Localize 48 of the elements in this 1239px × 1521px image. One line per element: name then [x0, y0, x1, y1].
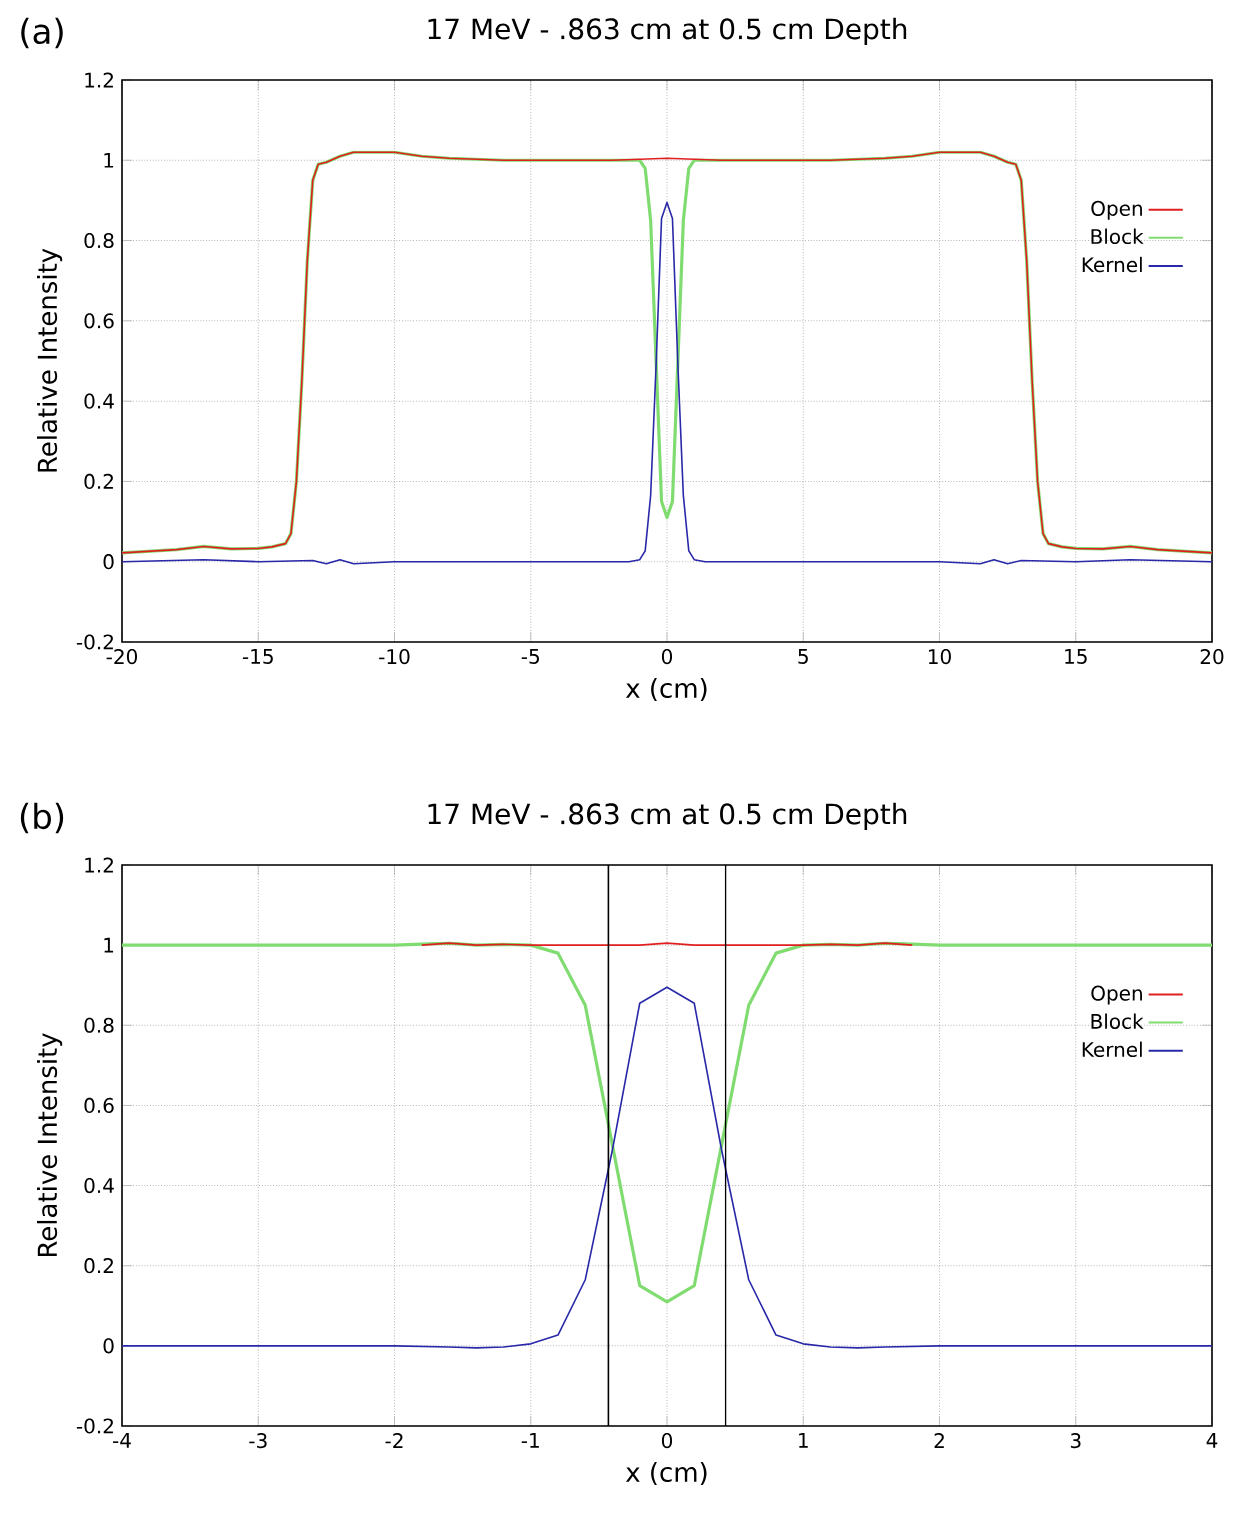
- x-axis-title: x (cm): [625, 1461, 707, 1486]
- x-tick-label: -20: [106, 649, 138, 665]
- x-tick-label: -5: [521, 649, 539, 664]
- chart-title: 17 MeV - .863 cm at 0.5 cm Depth: [428, 802, 907, 830]
- legend-label: Kernel: [1082, 256, 1142, 273]
- y-axis-title: Relative Intensity: [37, 1033, 63, 1257]
- y-tick-label: 0: [103, 1338, 114, 1354]
- legend-label: Block: [1091, 1013, 1144, 1029]
- legend-label: Block: [1091, 228, 1144, 245]
- x-axis-title: x (cm): [625, 677, 707, 702]
- y-tick-label: 0.8: [84, 232, 114, 249]
- y-tick-label: 1.2: [85, 72, 113, 88]
- y-axis-title: Relative Intensity: [37, 248, 63, 472]
- chart-title: 17 MeV - .863 cm at 0.5 cm Depth: [428, 17, 907, 45]
- y-tick-label: 0.2: [84, 1258, 113, 1274]
- y-tick-label: 0.4: [84, 393, 114, 409]
- x-tick-label: -1: [521, 1433, 539, 1448]
- y-tick-label: -0.2: [76, 634, 113, 650]
- y-tick-label: 0.6: [84, 1097, 114, 1113]
- x-tick-label: 2: [934, 1433, 944, 1448]
- y-tick-label: 1: [104, 937, 114, 953]
- x-tick-label: 15: [1065, 649, 1087, 664]
- y-tick-label: 0.2: [84, 473, 113, 489]
- y-tick-label: 0.6: [84, 313, 114, 329]
- y-tick-label: 1: [104, 152, 114, 168]
- legend-label: Open: [1091, 985, 1142, 1005]
- x-tick-label: 20: [1200, 649, 1224, 665]
- x-tick-label: -15: [242, 649, 273, 664]
- text: (a): [21, 17, 63, 49]
- x-tick-label: 3: [1070, 1433, 1081, 1449]
- y-tick-label: -0.2: [76, 1418, 113, 1434]
- x-tick-label: 0: [661, 649, 673, 665]
- y-tick-label: 0.8: [84, 1017, 114, 1033]
- x-tick-label: -4: [113, 1433, 131, 1448]
- text: (b): [20, 802, 64, 834]
- y-tick-label: 0: [103, 554, 114, 570]
- x-tick-label: 5: [798, 649, 808, 664]
- x-tick-label: -2: [385, 1433, 403, 1448]
- y-tick-label: 0.4: [84, 1177, 114, 1194]
- y-tick-label: 1.2: [85, 857, 113, 873]
- x-tick-label: -3: [249, 1433, 267, 1449]
- x-tick-label: 1: [799, 1433, 808, 1448]
- legend-label: Kernel: [1082, 1041, 1142, 1058]
- legend-label: Open: [1091, 200, 1142, 220]
- x-tick-label: 0: [661, 1433, 673, 1449]
- x-tick-label: 10: [928, 649, 951, 665]
- x-tick-label: 4: [1206, 1433, 1218, 1448]
- x-tick-label: -10: [379, 649, 410, 665]
